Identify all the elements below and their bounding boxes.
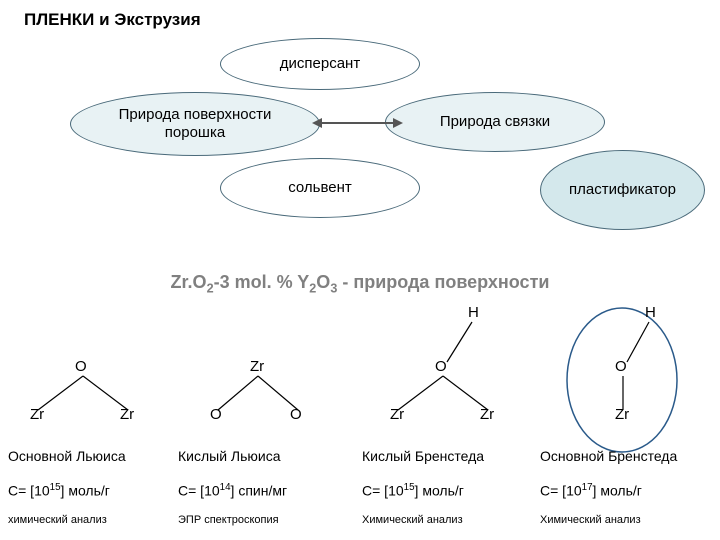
atom-label: Zr xyxy=(120,406,134,423)
ellipse-plasticizer: пластификатор xyxy=(540,150,705,230)
row-cell: Основной Бренстеда xyxy=(540,448,677,464)
row-cell: химический анализ xyxy=(8,514,107,526)
double-arrow xyxy=(320,122,395,124)
row-cell: C= [1015] моль/г xyxy=(362,482,464,499)
ellipse-binder: Природа связки xyxy=(385,92,605,152)
ellipse-solvent: сольвент xyxy=(220,158,420,218)
atom-label: Zr xyxy=(30,406,44,423)
row-cell: Химический анализ xyxy=(540,514,641,526)
page-title: ПЛЕНКИ и Экструзия xyxy=(24,10,201,30)
subtitle: Zr.O2-3 mol. % Y2O3 - природа поверхност… xyxy=(0,272,720,296)
row-cell: Химический анализ xyxy=(362,514,463,526)
atom-label: O xyxy=(435,358,447,375)
row-cell: C= [1015] моль/г xyxy=(8,482,110,499)
row-cell: C= [1017] моль/г xyxy=(540,482,642,499)
row-cell: Кислый Бренстеда xyxy=(362,448,484,464)
tree-acid-bronsted: OZrZrH xyxy=(360,320,520,440)
ellipse-dispersant: дисперсант xyxy=(220,38,420,90)
tree-basic-lewis: OZrZr xyxy=(10,320,170,410)
atom-label: O xyxy=(75,358,87,375)
atom-label: Zr xyxy=(615,406,629,423)
tree-acid-lewis: ZrOO xyxy=(175,320,335,410)
row-cell: Кислый Льюиса xyxy=(178,448,281,464)
atom-label: Zr xyxy=(480,406,494,423)
row-cell: C= [1014] спин/мг xyxy=(178,482,287,499)
atom-label: H xyxy=(645,304,656,321)
tree-basic-bronsted: OZrH xyxy=(545,320,705,440)
ellipse-surface: Природа поверхностипорошка xyxy=(70,92,320,156)
atom-label: Zr xyxy=(250,358,264,375)
atom-label: H xyxy=(468,304,479,321)
row-cell: Основной Льюиса xyxy=(8,448,126,464)
row-cell: ЭПР спектроскопия xyxy=(178,514,279,526)
atom-label: O xyxy=(290,406,302,423)
atom-label: O xyxy=(210,406,222,423)
atom-label: O xyxy=(615,358,627,375)
atom-label: Zr xyxy=(390,406,404,423)
